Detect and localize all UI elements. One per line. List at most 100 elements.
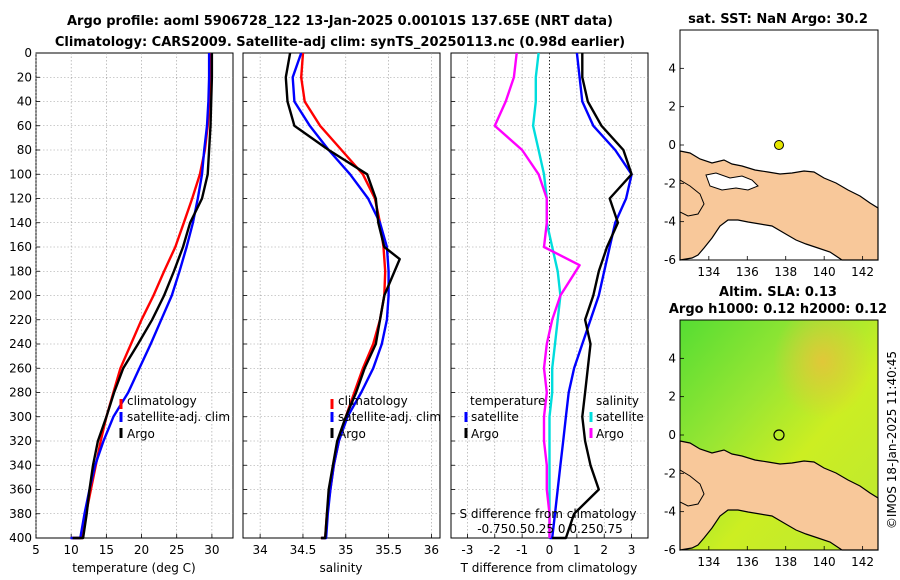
- y-tick-label: 300: [9, 410, 32, 424]
- difference-legend: temperature satellite Argo salinity sate…: [464, 394, 644, 441]
- map-y-tick-label: 4: [668, 351, 676, 365]
- sla-map-panel: Altim. SLA: 0.13 Argo h1000: 0.12 h2000:…: [664, 285, 887, 569]
- legend-label-t-argo: Argo: [471, 427, 499, 441]
- legend-label-climatology: climatology: [127, 394, 197, 408]
- map-x-tick-label: 140: [813, 555, 836, 569]
- legend-label-s-satellite: satellite: [596, 410, 644, 424]
- y-tick-label: 220: [9, 313, 32, 327]
- x-tick-label: 1: [573, 543, 581, 557]
- legend-title-salinity: salinity: [596, 394, 639, 408]
- figure-title-line2: Climatology: CARS2009. Satellite-adj cli…: [55, 35, 625, 50]
- x-tick-label: -1: [516, 543, 528, 557]
- temperature-panel: 0 20 40 60 80 100 120 140 160 180 200 220 240 260 280 3…: [9, 46, 234, 575]
- x-tick-label: 5: [32, 543, 40, 557]
- y-tick-label: 120: [9, 192, 32, 206]
- map-y-tick-label: 2: [668, 100, 676, 114]
- figure-title-line1: Argo profile: aoml 5906728_122 13-Jan-20…: [67, 14, 613, 29]
- legend-title-temperature: temperature: [470, 394, 545, 408]
- y-tick-label: 20: [17, 70, 32, 84]
- map-x-tick-label: 142: [851, 555, 874, 569]
- legend-label-t-satellite: satellite: [471, 410, 519, 424]
- difference-xlabel: T difference from climatology: [460, 561, 638, 575]
- y-tick-label: 40: [17, 95, 32, 109]
- sst-argo-marker: [774, 140, 784, 150]
- y-tick-label: 180: [9, 264, 32, 278]
- x-tick-label: 30: [204, 543, 219, 557]
- map-y-tick-label: -6: [664, 543, 676, 557]
- y-tick-label: 60: [17, 119, 32, 133]
- x-tick-label: 35.5: [375, 543, 402, 557]
- y-tick-label: 340: [9, 458, 32, 472]
- x-tick-label: 2: [600, 543, 608, 557]
- x-tick-label: 10: [64, 543, 79, 557]
- sla-map-title-line2: Argo h1000: 0.12 h2000: 0.12: [669, 302, 887, 317]
- salinity-panel: 34 34.5 35 35.5 36 salinity climatology sate…: [242, 52, 441, 575]
- series-line-satellite-adj-clim: [70, 53, 211, 540]
- y-tick-label: 400: [9, 531, 32, 545]
- x-tick-label: 0: [546, 543, 554, 557]
- y-tick-label: 360: [9, 483, 32, 497]
- y-tick-label: 260: [9, 361, 32, 375]
- map-x-tick-label: 136: [736, 265, 759, 279]
- series-line-t-satellite: [549, 52, 633, 540]
- sst-land-west: [679, 179, 705, 217]
- x-tick-label: 3: [628, 543, 636, 557]
- sst-map-panel: sat. SST: NaN Argo: 30.2 134 136 138 140 142…: [664, 12, 879, 279]
- map-y-tick-label: -6: [664, 253, 676, 267]
- map-x-tick-label: 138: [774, 265, 797, 279]
- difference-panel: -3 -2 -1 0 1 2 3 T difference from climatology…: [450, 52, 649, 575]
- y-tick-label: 380: [9, 507, 32, 521]
- y-tick-label: 100: [9, 167, 32, 181]
- map-y-tick-label: -4: [664, 215, 676, 229]
- y-tick-label: 200: [9, 289, 32, 303]
- map-y-tick-label: -4: [664, 505, 676, 519]
- legend-label-s-argo: Argo: [596, 427, 624, 441]
- y-tick-label: 160: [9, 240, 32, 254]
- temperature-xlabel: temperature (deg C): [72, 561, 195, 575]
- sla-land-west: [679, 469, 705, 507]
- x-tick-label: 35: [338, 543, 353, 557]
- map-x-tick-label: 138: [774, 555, 797, 569]
- y-tick-label: 140: [9, 216, 32, 230]
- map-y-tick-label: -2: [664, 466, 676, 480]
- map-x-tick-label: 134: [697, 555, 720, 569]
- map-y-tick-label: 0: [668, 138, 676, 152]
- imos-credit: ©IMOS 18-Jan-2025 11:40:45: [885, 351, 899, 529]
- salinity-xlabel: salinity: [319, 561, 362, 575]
- map-y-tick-label: 0: [668, 428, 676, 442]
- series-line-s-argo: [493, 52, 581, 538]
- legend-label-argo: Argo: [338, 427, 366, 441]
- map-x-tick-label: 142: [851, 265, 874, 279]
- sst-bay: [705, 172, 759, 191]
- y-tick-label: 320: [9, 434, 32, 448]
- x-tick-label: -3: [461, 543, 473, 557]
- x-tick-label: 36: [424, 543, 439, 557]
- x-tick-label: 34: [252, 543, 267, 557]
- y-tick-label: 80: [17, 143, 32, 157]
- legend-label-argo: Argo: [127, 427, 155, 441]
- x-tick-label: -2: [489, 543, 501, 557]
- temperature-legend: climatology satellite-adj. clim Argo: [119, 394, 230, 441]
- sst-map-title: sat. SST: NaN Argo: 30.2: [688, 12, 868, 27]
- y-tick-label: 0: [24, 46, 32, 60]
- sla-argo-marker: [773, 429, 785, 441]
- x-tick-label: 20: [134, 543, 149, 557]
- y-tick-label: 280: [9, 386, 32, 400]
- legend-label-climatology: climatology: [338, 394, 408, 408]
- sla-map-title-line1: Altim. SLA: 0.13: [719, 285, 837, 300]
- map-y-tick-label: 2: [668, 390, 676, 404]
- s-axis-ticks: -0.750.50.25 0 0.250.75: [477, 522, 623, 536]
- x-tick-label: 34.5: [290, 543, 317, 557]
- map-x-tick-label: 134: [697, 265, 720, 279]
- legend-label-satellite: satellite-adj. clim: [338, 410, 441, 424]
- series-line-argo: [72, 53, 214, 540]
- y-tick-label: 240: [9, 337, 32, 351]
- x-tick-label: 15: [99, 543, 114, 557]
- map-x-tick-label: 140: [813, 265, 836, 279]
- salinity-legend: climatology satellite-adj. clim Argo: [330, 394, 441, 441]
- map-x-tick-label: 136: [736, 555, 759, 569]
- map-y-tick-label: -2: [664, 176, 676, 190]
- series-line-t-argo: [552, 53, 633, 540]
- map-y-tick-label: 4: [668, 61, 676, 75]
